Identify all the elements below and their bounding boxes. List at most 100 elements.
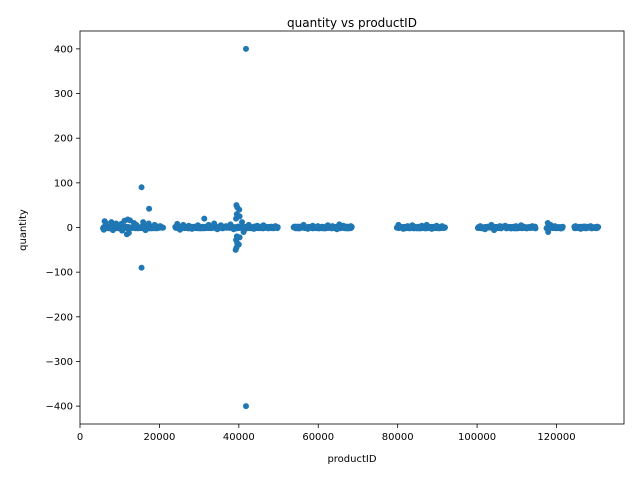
data-point xyxy=(109,227,116,234)
data-point xyxy=(594,223,600,230)
data-point xyxy=(177,226,184,233)
data-point xyxy=(239,219,246,226)
data-point xyxy=(523,225,530,232)
data-point xyxy=(582,223,589,230)
data-point xyxy=(518,222,525,229)
data-point xyxy=(254,222,261,229)
y-tick-label: 100 xyxy=(54,178,73,189)
data-point xyxy=(482,226,489,233)
y-tick-label: −300 xyxy=(46,357,73,368)
data-point xyxy=(304,225,311,232)
data-point xyxy=(138,264,145,271)
data-point xyxy=(309,222,316,229)
x-tick-label: 20000 xyxy=(144,432,176,443)
data-point xyxy=(551,223,558,230)
data-point xyxy=(491,227,498,234)
y-tick-label: −400 xyxy=(46,402,73,413)
data-point xyxy=(230,226,237,233)
data-point xyxy=(232,246,239,253)
data-point xyxy=(428,225,435,232)
data-point xyxy=(477,223,484,230)
data-point xyxy=(100,226,107,233)
data-point xyxy=(395,221,402,228)
data-point xyxy=(240,228,247,235)
data-point xyxy=(227,221,234,228)
data-point xyxy=(174,220,181,227)
data-point xyxy=(545,228,552,235)
data-point xyxy=(587,223,594,230)
y-tick-label: −200 xyxy=(46,312,73,323)
data-point xyxy=(146,205,153,212)
data-point xyxy=(211,220,218,227)
y-tick-label: 400 xyxy=(54,44,73,55)
y-tick-label: 0 xyxy=(67,223,73,234)
data-point xyxy=(118,220,125,227)
x-tick-label: 0 xyxy=(77,432,83,443)
data-point xyxy=(333,226,340,233)
data-point xyxy=(201,215,208,222)
data-point xyxy=(502,222,509,229)
data-point xyxy=(532,223,539,230)
x-tick-label: 80000 xyxy=(382,432,414,443)
data-point xyxy=(572,223,579,230)
data-point xyxy=(329,223,336,230)
data-point xyxy=(102,220,109,227)
data-point xyxy=(125,229,132,236)
data-point xyxy=(180,221,187,228)
data-point xyxy=(188,225,195,232)
x-tick-label: 100000 xyxy=(458,432,496,443)
data-point xyxy=(507,225,514,232)
data-point xyxy=(198,225,205,232)
data-point xyxy=(145,220,152,227)
data-point xyxy=(433,222,440,229)
data-point xyxy=(265,225,272,232)
data-point xyxy=(142,227,149,234)
data-point xyxy=(242,45,249,52)
data-point xyxy=(108,219,115,226)
data-point xyxy=(272,223,279,230)
data-point xyxy=(314,223,321,230)
plot-area xyxy=(100,45,602,410)
data-point xyxy=(347,223,354,230)
y-tick-label: −100 xyxy=(46,268,73,279)
data-point xyxy=(320,225,327,232)
data-point xyxy=(409,222,416,229)
y-tick-label: 300 xyxy=(54,89,73,100)
y-tick-label: 200 xyxy=(54,134,73,145)
data-point xyxy=(245,221,252,228)
data-point xyxy=(233,215,240,222)
data-point xyxy=(300,221,307,228)
chart-title: quantity vs productID xyxy=(287,16,417,30)
data-point xyxy=(119,227,126,234)
data-point xyxy=(295,225,302,232)
data-point xyxy=(404,223,411,230)
data-point xyxy=(324,222,331,229)
data-point xyxy=(423,221,430,228)
data-point xyxy=(577,225,584,232)
data-point xyxy=(113,220,120,227)
data-point xyxy=(260,222,267,229)
x-tick-label: 40000 xyxy=(223,432,255,443)
data-point xyxy=(439,223,446,230)
data-point xyxy=(157,223,164,230)
data-point xyxy=(400,225,407,232)
x-axis-label: productID xyxy=(327,454,376,465)
x-tick-label: 120000 xyxy=(537,432,575,443)
data-point xyxy=(418,222,425,229)
data-point xyxy=(512,223,519,230)
data-point xyxy=(236,206,243,213)
data-point xyxy=(138,184,145,191)
y-axis-label: quantity xyxy=(18,209,29,251)
data-point xyxy=(217,222,224,229)
data-point xyxy=(496,223,503,230)
data-point xyxy=(242,403,249,410)
data-point xyxy=(133,221,140,228)
data-point xyxy=(140,219,147,226)
axes: 0 20000 40000 60000 80000 100000 120000 −400 −30… xyxy=(46,30,625,443)
data-point xyxy=(205,221,212,228)
x-tick-label: 60000 xyxy=(302,432,334,443)
data-point xyxy=(414,225,421,232)
data-point xyxy=(488,221,495,228)
data-point xyxy=(214,226,221,233)
